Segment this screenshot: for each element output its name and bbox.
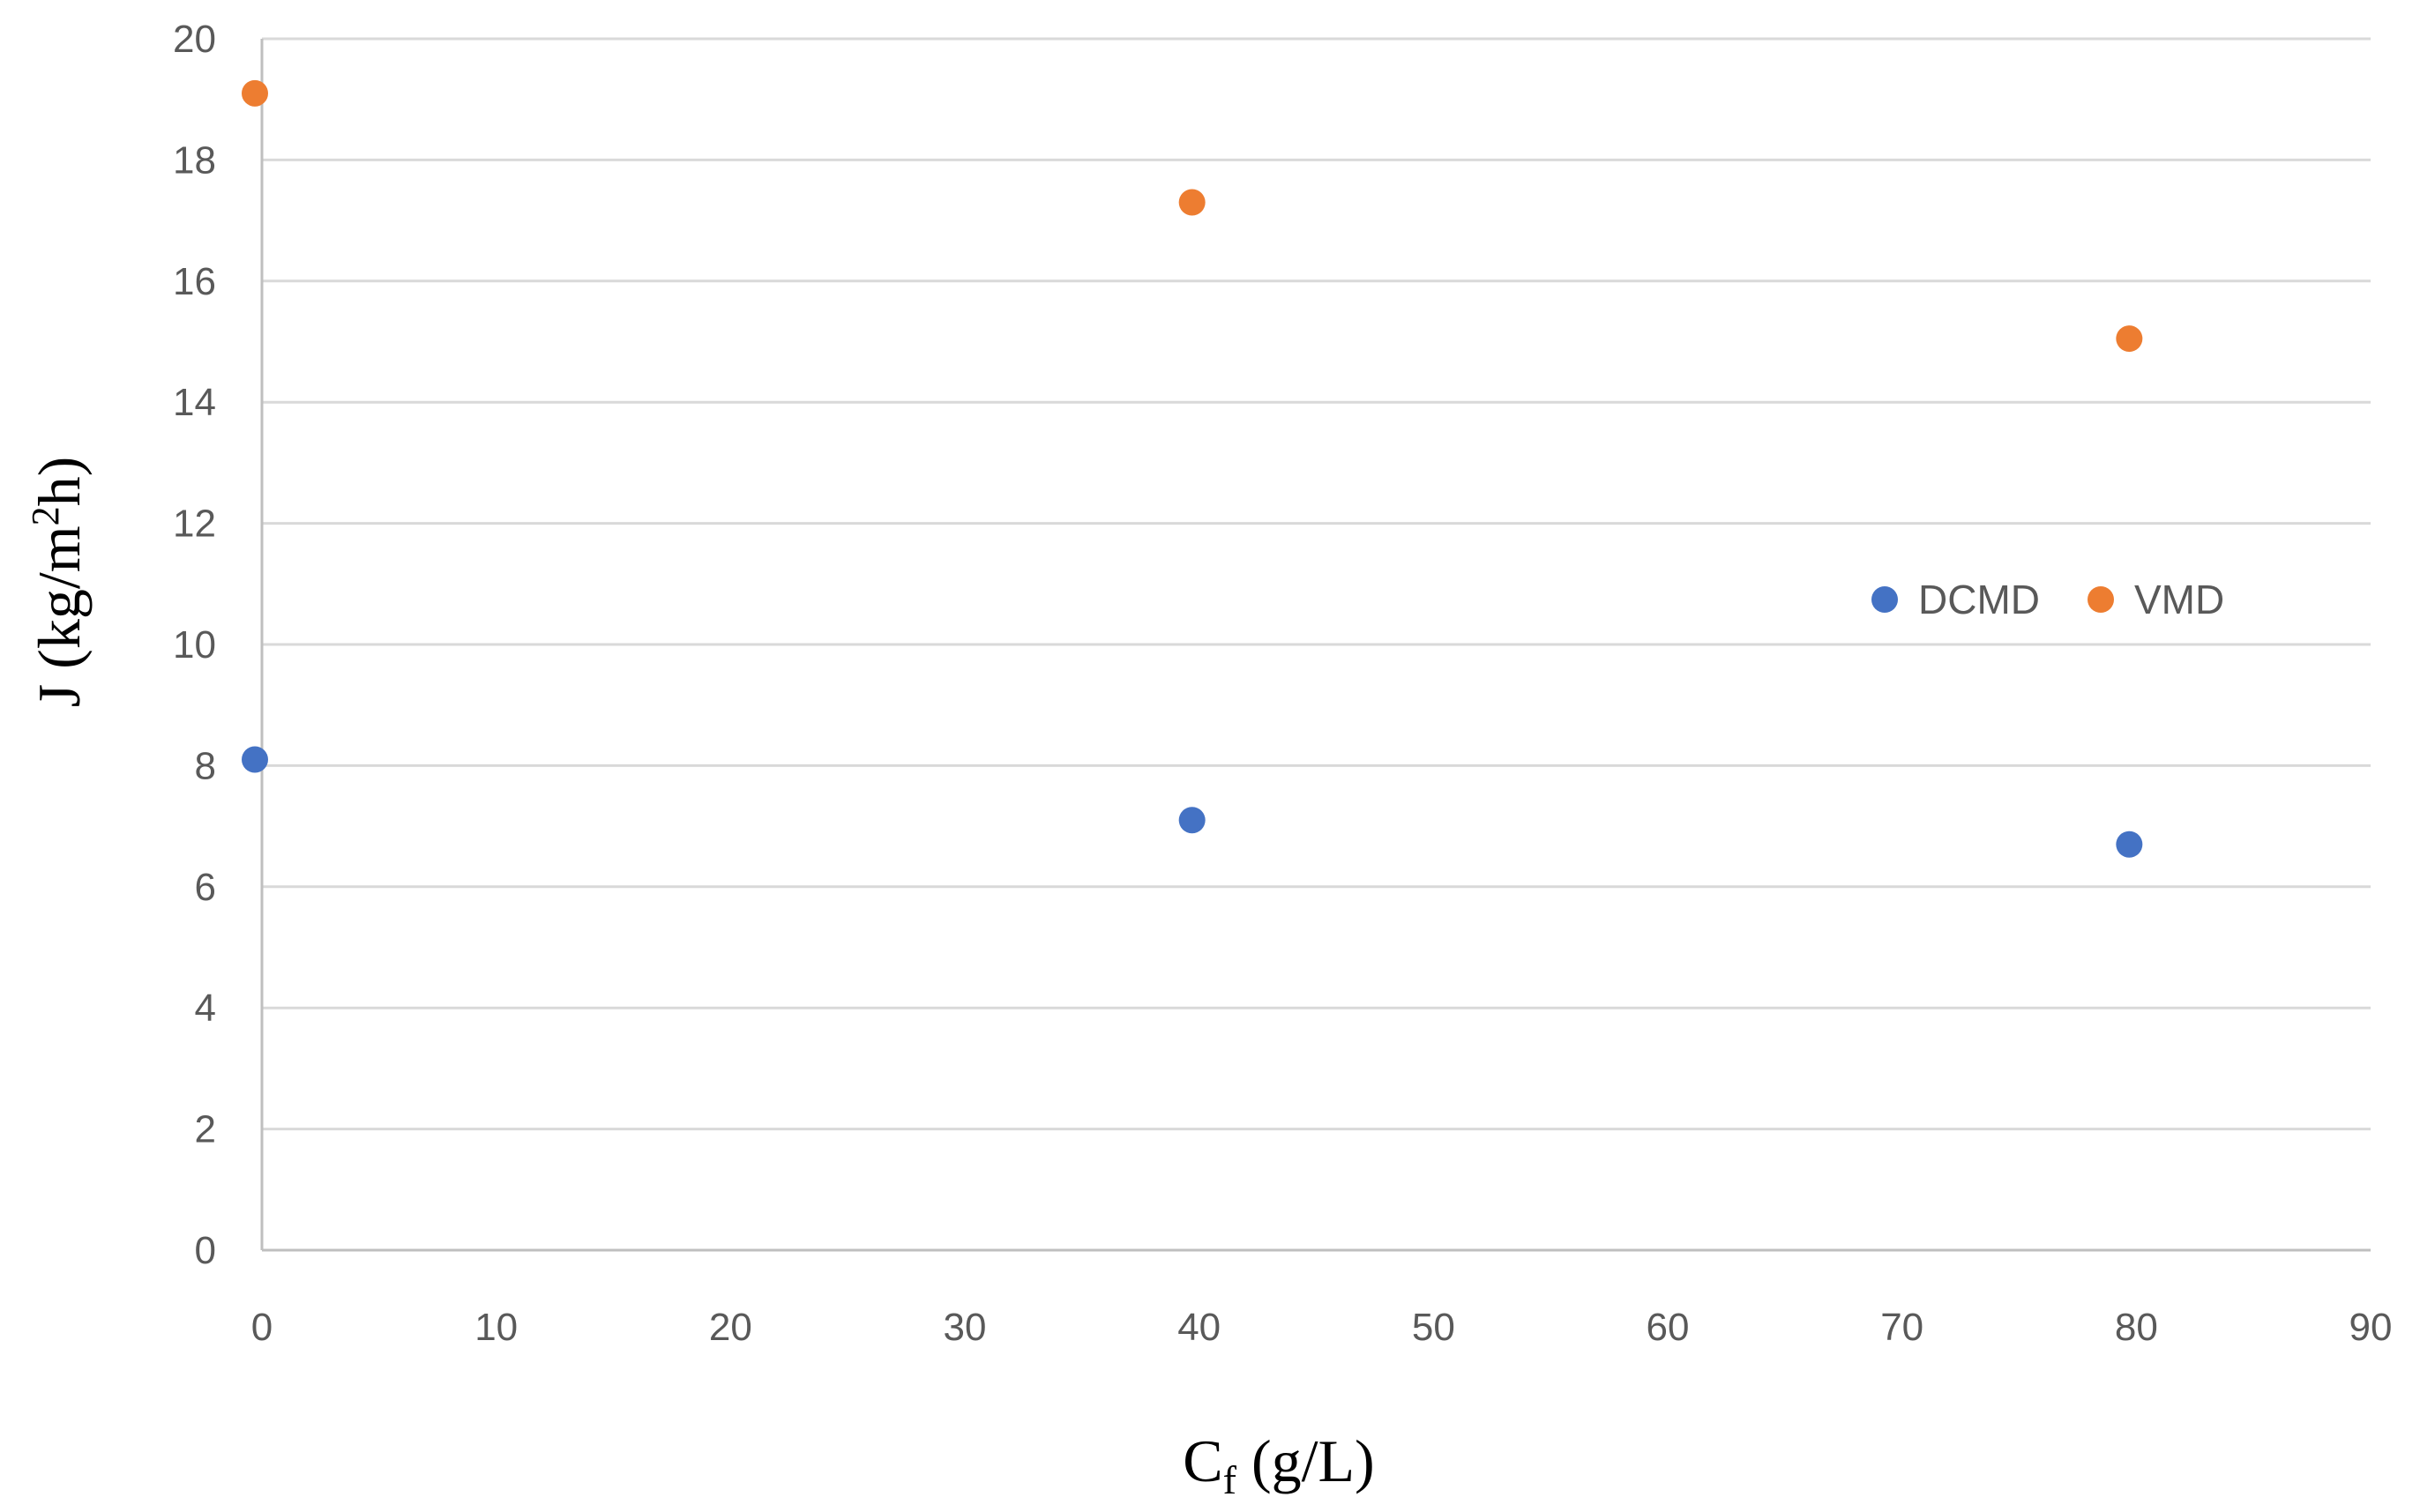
dcmd-point [242, 746, 268, 773]
y-tick-labels: 0 2 4 6 8 10 12 14 16 18 20 [173, 18, 216, 1272]
x-axis-title-main: C [1183, 1427, 1222, 1494]
dcmd-point [2116, 830, 2143, 858]
axes [260, 39, 2371, 1252]
x-axis-title-suffix: (g/L) [1236, 1427, 1375, 1494]
x-tick-label: 40 [1177, 1306, 1221, 1349]
dcmd-point [1178, 807, 1206, 834]
x-tick-label: 50 [1412, 1306, 1455, 1349]
y-axis-title-prefix: J (kg/m [26, 525, 93, 707]
x-tick-label: 90 [2349, 1306, 2393, 1349]
legend-marker-dcmd [1871, 586, 1898, 613]
y-tick-label: 6 [195, 866, 216, 909]
vmd-point [2116, 325, 2143, 353]
y-tick-label: 2 [195, 1108, 216, 1151]
x-tick-labels: 0 10 20 30 40 50 60 70 80 90 [251, 1306, 2393, 1349]
y-tick-label: 12 [173, 503, 216, 546]
x-tick-label: 0 [251, 1306, 273, 1349]
x-tick-label: 20 [709, 1306, 752, 1349]
legend-marker-vmd [2088, 586, 2114, 613]
x-tick-label: 70 [1880, 1306, 1923, 1349]
y-tick-label: 18 [173, 138, 216, 182]
legend-label-vmd: VMD [2134, 577, 2224, 622]
data-points [242, 79, 2143, 858]
vmd-point [1178, 189, 1206, 216]
y-axis-title-suffix: h) [26, 457, 93, 507]
x-axis-title-subscript: f [1223, 1457, 1237, 1502]
y-tick-label: 4 [195, 987, 216, 1030]
x-tick-label: 30 [944, 1306, 987, 1349]
y-tick-label: 8 [195, 744, 216, 787]
x-tick-label: 80 [2115, 1306, 2158, 1349]
y-tick-label: 16 [173, 260, 216, 303]
legend: DCMD VMD [1871, 577, 2224, 622]
y-axis-title-superscript: 2 [24, 506, 67, 525]
y-tick-label: 20 [173, 18, 216, 61]
x-tick-label: 10 [474, 1306, 518, 1349]
x-axis-title: Cf (g/L) [1183, 1427, 1374, 1502]
legend-label-dcmd: DCMD [1918, 577, 2040, 622]
gridlines [262, 37, 2371, 1131]
y-tick-label: 10 [173, 623, 216, 667]
y-tick-label: 14 [173, 381, 216, 424]
vmd-point [242, 79, 268, 107]
y-tick-label: 0 [195, 1229, 216, 1272]
x-tick-label: 60 [1647, 1306, 1690, 1349]
y-axis-title: J (kg/m2h) [24, 457, 93, 708]
